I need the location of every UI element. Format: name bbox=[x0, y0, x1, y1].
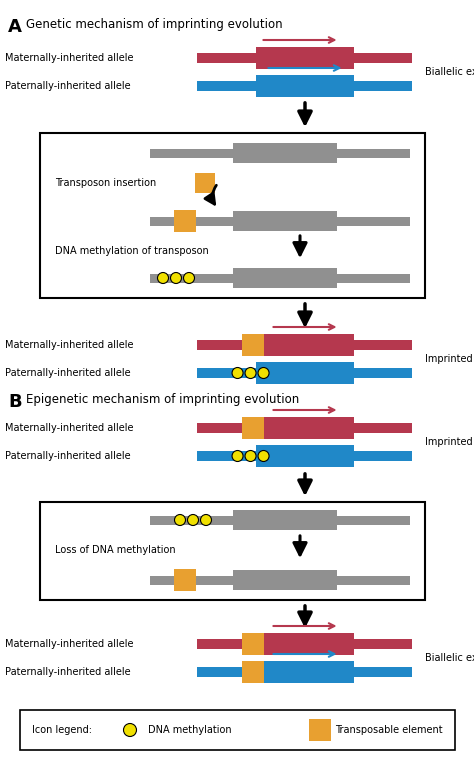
Bar bbox=[233, 268, 337, 288]
Bar bbox=[242, 334, 264, 356]
Circle shape bbox=[258, 451, 269, 462]
Bar bbox=[355, 639, 412, 649]
Bar bbox=[255, 362, 355, 384]
Circle shape bbox=[171, 273, 182, 283]
Bar bbox=[355, 423, 412, 433]
Bar bbox=[355, 368, 412, 378]
Text: Loss of DNA methylation: Loss of DNA methylation bbox=[55, 545, 176, 555]
Bar bbox=[150, 217, 233, 226]
Bar bbox=[198, 667, 255, 677]
Text: Biallelic expression: Biallelic expression bbox=[425, 67, 474, 77]
Bar bbox=[233, 143, 337, 163]
Bar bbox=[40, 502, 425, 600]
Bar bbox=[198, 53, 255, 63]
Text: Maternally-inherited allele: Maternally-inherited allele bbox=[5, 639, 134, 649]
Text: Paternally-inherited allele: Paternally-inherited allele bbox=[5, 667, 131, 677]
Text: Genetic mechanism of imprinting evolution: Genetic mechanism of imprinting evolutio… bbox=[26, 18, 283, 31]
Circle shape bbox=[157, 273, 168, 283]
Bar bbox=[355, 340, 412, 350]
Circle shape bbox=[245, 451, 256, 462]
Text: Imprinted expression: Imprinted expression bbox=[425, 354, 474, 364]
Bar bbox=[20, 710, 455, 750]
Bar bbox=[242, 633, 264, 655]
Circle shape bbox=[232, 451, 243, 462]
Bar bbox=[355, 451, 412, 461]
Bar bbox=[150, 575, 233, 584]
Bar bbox=[198, 423, 255, 433]
Bar bbox=[233, 510, 337, 530]
Circle shape bbox=[183, 273, 194, 283]
Bar bbox=[198, 340, 255, 350]
Text: Paternally-inherited allele: Paternally-inherited allele bbox=[5, 368, 131, 378]
Bar bbox=[309, 719, 331, 741]
Bar bbox=[255, 417, 355, 439]
Bar bbox=[150, 273, 233, 283]
Bar bbox=[174, 210, 196, 232]
Bar bbox=[255, 75, 355, 97]
Circle shape bbox=[258, 368, 269, 379]
Bar bbox=[174, 569, 196, 591]
Text: Maternally-inherited allele: Maternally-inherited allele bbox=[5, 340, 134, 350]
Bar bbox=[195, 173, 215, 193]
Bar bbox=[337, 515, 410, 525]
Bar bbox=[150, 515, 233, 525]
Text: DNA methylation: DNA methylation bbox=[148, 725, 232, 735]
Circle shape bbox=[201, 515, 211, 525]
Bar bbox=[337, 273, 410, 283]
Circle shape bbox=[124, 723, 137, 737]
Bar bbox=[255, 661, 355, 683]
Bar bbox=[198, 81, 255, 91]
Circle shape bbox=[174, 515, 185, 525]
Bar bbox=[198, 451, 255, 461]
Bar bbox=[233, 570, 337, 590]
Text: A: A bbox=[8, 18, 22, 36]
Bar bbox=[255, 445, 355, 467]
Bar bbox=[355, 53, 412, 63]
Bar bbox=[337, 575, 410, 584]
Text: Paternally-inherited allele: Paternally-inherited allele bbox=[5, 81, 131, 91]
Text: Transposable element: Transposable element bbox=[335, 725, 443, 735]
Text: DNA methylation of transposon: DNA methylation of transposon bbox=[55, 246, 209, 256]
Bar bbox=[242, 417, 264, 439]
Bar bbox=[233, 211, 337, 231]
Text: Epigenetic mechanism of imprinting evolution: Epigenetic mechanism of imprinting evolu… bbox=[26, 393, 299, 406]
Text: Icon legend:: Icon legend: bbox=[32, 725, 92, 735]
Bar bbox=[255, 47, 355, 69]
Bar bbox=[337, 217, 410, 226]
Bar bbox=[337, 148, 410, 157]
Bar bbox=[40, 133, 425, 298]
Text: Maternally-inherited allele: Maternally-inherited allele bbox=[5, 53, 134, 63]
Bar bbox=[255, 633, 355, 655]
Text: Transposon insertion: Transposon insertion bbox=[55, 178, 156, 188]
Bar bbox=[242, 661, 264, 683]
Text: Paternally-inherited allele: Paternally-inherited allele bbox=[5, 451, 131, 461]
Text: Imprinted expression: Imprinted expression bbox=[425, 437, 474, 447]
Bar bbox=[150, 148, 233, 157]
Text: Maternally-inherited allele: Maternally-inherited allele bbox=[5, 423, 134, 433]
Circle shape bbox=[232, 368, 243, 379]
Text: B: B bbox=[8, 393, 22, 411]
Bar bbox=[255, 334, 355, 356]
Bar bbox=[355, 81, 412, 91]
Bar bbox=[198, 639, 255, 649]
Circle shape bbox=[245, 368, 256, 379]
Text: Biallelic expression: Biallelic expression bbox=[425, 653, 474, 663]
Circle shape bbox=[188, 515, 199, 525]
Bar bbox=[198, 368, 255, 378]
Bar bbox=[355, 667, 412, 677]
